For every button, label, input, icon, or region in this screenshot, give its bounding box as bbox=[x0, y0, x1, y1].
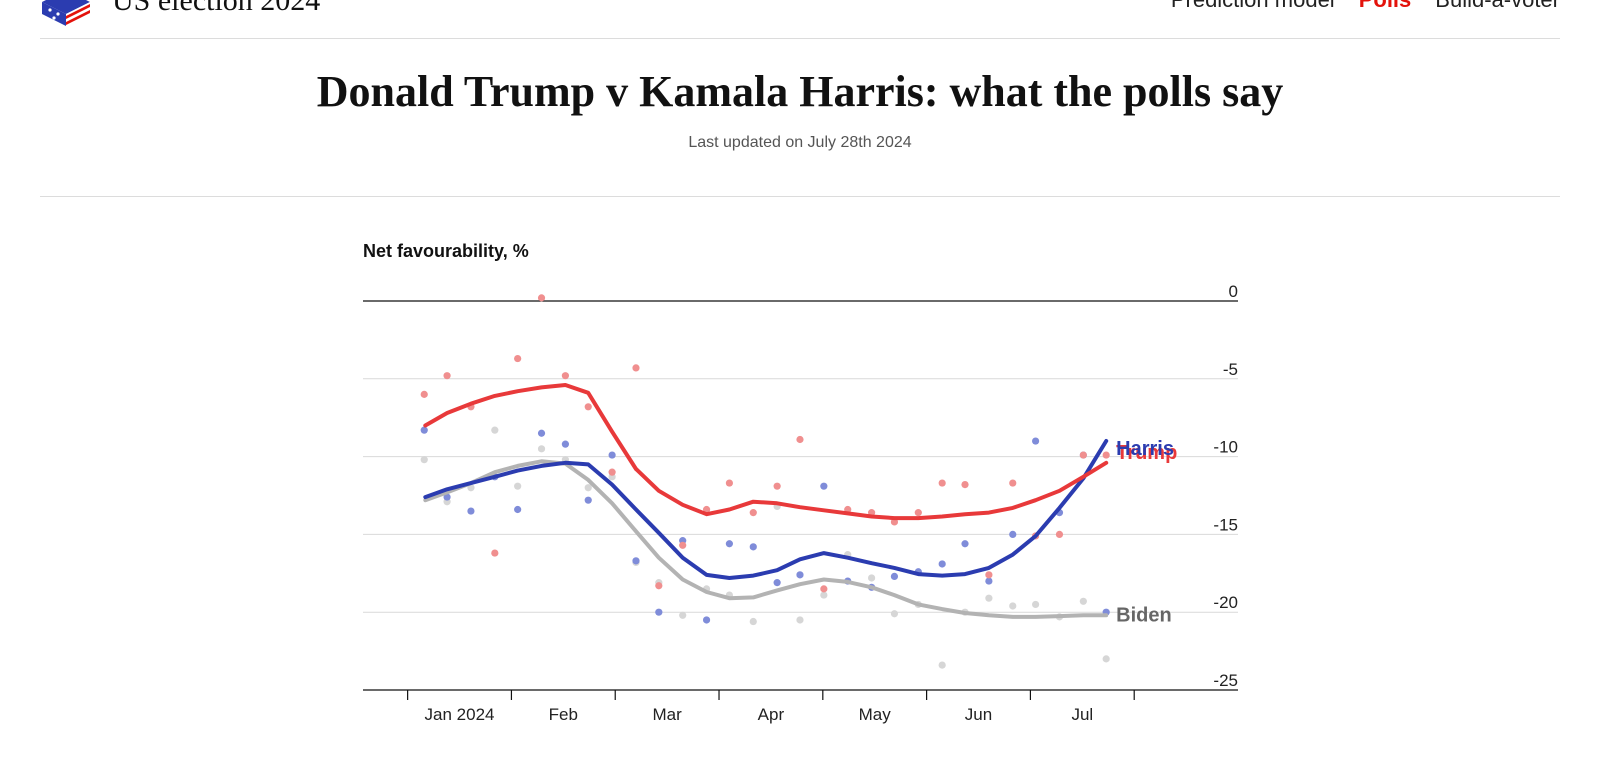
trump-poll-dot bbox=[938, 479, 946, 487]
biden-poll-dot bbox=[1102, 655, 1110, 663]
y-tick-label: -15 bbox=[1213, 515, 1238, 534]
trump-poll-dot bbox=[443, 372, 451, 380]
top-navigation-bar: US election 2024 Prediction model Polls … bbox=[40, 0, 1560, 39]
harris-poll-dot bbox=[890, 572, 899, 581]
x-tick-label: Jun bbox=[965, 705, 992, 724]
x-tick-label: May bbox=[859, 705, 892, 724]
section-divider bbox=[40, 196, 1560, 197]
harris-poll-dot bbox=[632, 557, 640, 565]
x-tick-label: Feb bbox=[549, 705, 578, 724]
biden-poll-dot bbox=[584, 484, 592, 492]
biden-poll-dot bbox=[1031, 600, 1040, 609]
harris-poll-dot bbox=[1009, 530, 1017, 539]
trump-poll-dot bbox=[820, 585, 828, 593]
harris-poll-dot bbox=[537, 429, 546, 437]
biden-poll-dot bbox=[491, 426, 499, 434]
trump-poll-dot bbox=[749, 509, 757, 517]
y-tick-label: -20 bbox=[1213, 593, 1238, 612]
harris-poll-dot bbox=[1031, 437, 1040, 445]
last-updated-text: Last updated on July 28th 2024 bbox=[688, 134, 912, 151]
trump-trend-line bbox=[423, 383, 1109, 521]
harris-poll-dot bbox=[725, 540, 733, 548]
nav-build-a-voter[interactable]: Build-a-voter bbox=[1435, 0, 1560, 13]
harris-poll-dot bbox=[796, 571, 804, 579]
main-nav: Prediction model Polls Build-a-voter bbox=[1171, 0, 1560, 13]
biden-trend-line bbox=[423, 459, 1109, 619]
biden-series-label: Biden bbox=[1116, 604, 1172, 626]
harris-poll-dot bbox=[420, 426, 428, 434]
flag-cube-logo-icon[interactable] bbox=[40, 0, 92, 28]
y-tick-label: -25 bbox=[1213, 671, 1238, 690]
trump-poll-dot bbox=[796, 435, 804, 444]
trump-poll-dot bbox=[773, 482, 781, 490]
trump-poll-dot bbox=[584, 403, 592, 411]
harris-trend-line bbox=[423, 439, 1109, 580]
biden-poll-dot bbox=[514, 482, 522, 490]
trump-poll-dot bbox=[632, 364, 640, 372]
harris-poll-dot bbox=[820, 482, 828, 490]
biden-poll-dot bbox=[749, 617, 757, 626]
trump-poll-dot bbox=[1079, 451, 1087, 459]
x-tick-label: Jul bbox=[1071, 705, 1093, 724]
biden-poll-dot bbox=[820, 591, 828, 599]
trump-poll-dot bbox=[961, 481, 969, 489]
harris-poll-dot bbox=[773, 579, 781, 587]
trump-poll-dot bbox=[985, 571, 993, 579]
harris-poll-dot bbox=[985, 577, 993, 585]
trump-poll-dot bbox=[914, 509, 922, 517]
trump-poll-dot bbox=[1055, 530, 1064, 539]
biden-poll-dot bbox=[868, 574, 876, 582]
trump-poll-dot bbox=[1102, 451, 1110, 459]
biden-poll-dot bbox=[1079, 597, 1087, 605]
nav-prediction-model[interactable]: Prediction model bbox=[1171, 0, 1335, 13]
trump-poll-dot bbox=[1009, 479, 1017, 487]
trump-poll-dot bbox=[608, 468, 616, 476]
biden-poll-dot bbox=[537, 445, 546, 453]
y-tick-label: -5 bbox=[1223, 360, 1238, 379]
harris-poll-dot bbox=[608, 451, 616, 459]
harris-poll-dot bbox=[443, 493, 451, 501]
biden-poll-dot bbox=[890, 610, 899, 618]
trump-poll-dot bbox=[420, 390, 428, 398]
trump-poll-dot bbox=[514, 354, 522, 363]
biden-poll-dot bbox=[1009, 602, 1017, 610]
x-tick-label: Jan 2024 bbox=[425, 705, 495, 724]
trump-poll-dot bbox=[491, 549, 499, 557]
x-tick-label: Apr bbox=[758, 705, 785, 724]
trump-series-label: Trump bbox=[1116, 442, 1177, 464]
y-tick-label: -10 bbox=[1213, 438, 1238, 457]
chart-title: Net favourability, % bbox=[363, 241, 529, 261]
harris-poll-dot bbox=[749, 543, 757, 551]
harris-poll-dot bbox=[584, 496, 592, 504]
trump-poll-dot bbox=[655, 582, 663, 590]
biden-poll-dot bbox=[985, 594, 993, 602]
trump-poll-dot bbox=[702, 505, 711, 514]
biden-poll-dot bbox=[679, 611, 687, 619]
trump-poll-dot bbox=[537, 294, 546, 302]
trump-poll-dot bbox=[561, 372, 570, 380]
site-title[interactable]: US election 2024 bbox=[112, 0, 321, 17]
harris-poll-dot bbox=[702, 616, 711, 624]
biden-poll-dot bbox=[420, 456, 428, 464]
trump-poll-dot bbox=[679, 541, 687, 549]
nav-polls[interactable]: Polls bbox=[1359, 0, 1412, 13]
harris-poll-dot bbox=[655, 608, 663, 616]
y-tick-label: 0 bbox=[1229, 282, 1238, 301]
trump-poll-dot bbox=[725, 479, 733, 487]
harris-poll-dot bbox=[514, 505, 522, 514]
harris-poll-dot bbox=[961, 540, 969, 548]
x-tick-label: Mar bbox=[652, 705, 682, 724]
harris-poll-dot bbox=[938, 560, 946, 568]
trump-poll-dot bbox=[890, 518, 899, 526]
harris-poll-dot bbox=[561, 440, 570, 448]
harris-series-label: Harris bbox=[1116, 438, 1174, 460]
harris-poll-dot bbox=[467, 507, 475, 515]
biden-poll-dot bbox=[938, 661, 946, 669]
page-title: Donald Trump v Kamala Harris: what the p… bbox=[316, 67, 1284, 116]
biden-poll-dot bbox=[796, 616, 804, 624]
